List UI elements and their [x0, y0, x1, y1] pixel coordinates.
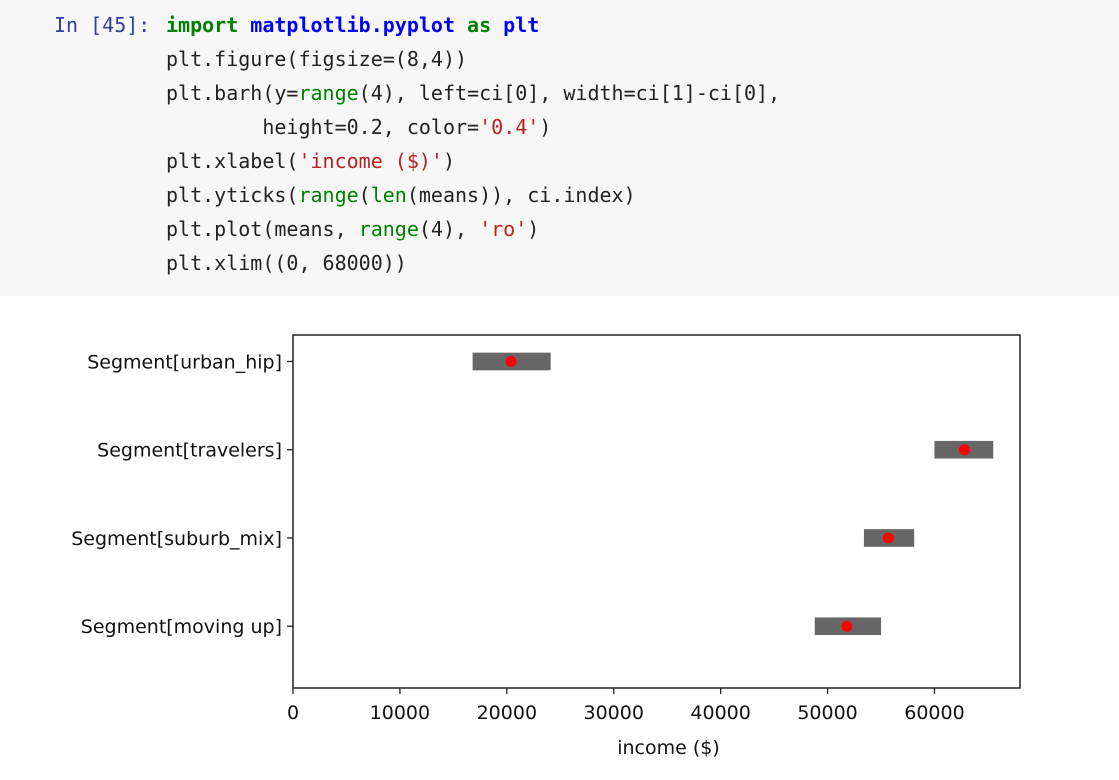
- plot-layer: [472, 352, 994, 636]
- code-line: plt.xlim((0, 68000)): [166, 246, 780, 280]
- code-block[interactable]: import matplotlib.pyplot as plt plt.figur…: [166, 8, 780, 280]
- y-tick-label: Segment[moving up]: [81, 616, 282, 638]
- y-tick-label: Segment[suburb_mix]: [71, 528, 282, 550]
- code-token: ): [539, 115, 552, 139]
- code-line: height=0.2, color='0.4'): [166, 110, 780, 144]
- code-line: plt.barh(y=range(4), left=ci[0], width=c…: [166, 76, 780, 110]
- x-tick-label: 20000: [477, 702, 537, 724]
- x-tick-label: 0: [287, 702, 299, 724]
- mean-point: [505, 355, 517, 367]
- code-token: (: [358, 183, 371, 207]
- code-token: plt.figure(figsize=(8,4)): [166, 47, 468, 71]
- code-token: plt: [503, 13, 540, 37]
- code-token: len: [370, 183, 407, 207]
- code-token: (means)), ci.index): [406, 183, 636, 207]
- code-line: plt.plot(means, range(4), 'ro'): [166, 212, 780, 246]
- code-token: 'income ($)': [298, 149, 443, 173]
- code-token: plt.xlabel(: [166, 149, 299, 173]
- code-token: matplotlib.pyplot: [250, 13, 455, 37]
- x-tick-label: 40000: [690, 702, 750, 724]
- code-token: plt.xlim((0, 68000)): [166, 251, 407, 275]
- code-token: range: [298, 183, 359, 207]
- y-tick-label: Segment[urban_hip]: [87, 351, 282, 373]
- code-token: 'ro': [479, 217, 528, 241]
- x-axis: 0 10000 20000 30000 40000 50000 60000: [287, 688, 965, 724]
- x-tick-label: 50000: [797, 702, 857, 724]
- code-token: range: [358, 217, 419, 241]
- code-line: plt.yticks(range(len(means)), ci.index): [166, 178, 780, 212]
- mean-point: [958, 444, 970, 456]
- x-tick-label: 30000: [584, 702, 644, 724]
- barh-chart: Segment[moving up] Segment[suburb_mix] Seg…: [71, 334, 1021, 759]
- code-line: import matplotlib.pyplot as plt: [166, 8, 780, 42]
- code-token: plt.plot(means,: [166, 217, 359, 241]
- code-line: plt.figure(figsize=(8,4)): [166, 42, 780, 76]
- cell-prompt: In [45]:: [54, 13, 151, 37]
- code-token: plt.yticks(: [166, 183, 299, 207]
- code-cell-input[interactable]: In [45]: import matplotlib.pyplot as plt…: [0, 0, 1119, 296]
- mean-point: [841, 620, 853, 632]
- code-token: plt.barh(y=: [166, 81, 299, 105]
- y-tick-label: Segment[travelers]: [97, 440, 282, 462]
- code-token: '0.4': [479, 115, 540, 139]
- code-token: as: [455, 13, 504, 37]
- x-tick-label: 60000: [904, 702, 964, 724]
- code-token: height=0.2, color=: [166, 115, 480, 139]
- x-axis-label: income ($): [617, 737, 720, 759]
- code-token: range: [298, 81, 359, 105]
- mean-point: [882, 532, 894, 544]
- code-token: (4),: [418, 217, 480, 241]
- code-token: ): [527, 217, 540, 241]
- code-token: import: [166, 13, 251, 37]
- code-token: (4), left=ci[0], width=ci[1]-ci[0],: [358, 81, 781, 105]
- y-axis: Segment[moving up] Segment[suburb_mix] Seg…: [71, 351, 293, 638]
- x-tick-label: 10000: [370, 702, 430, 724]
- code-line: plt.xlabel('income ($)'): [166, 144, 780, 178]
- code-token: ): [442, 149, 455, 173]
- plot-frame: [292, 334, 1021, 689]
